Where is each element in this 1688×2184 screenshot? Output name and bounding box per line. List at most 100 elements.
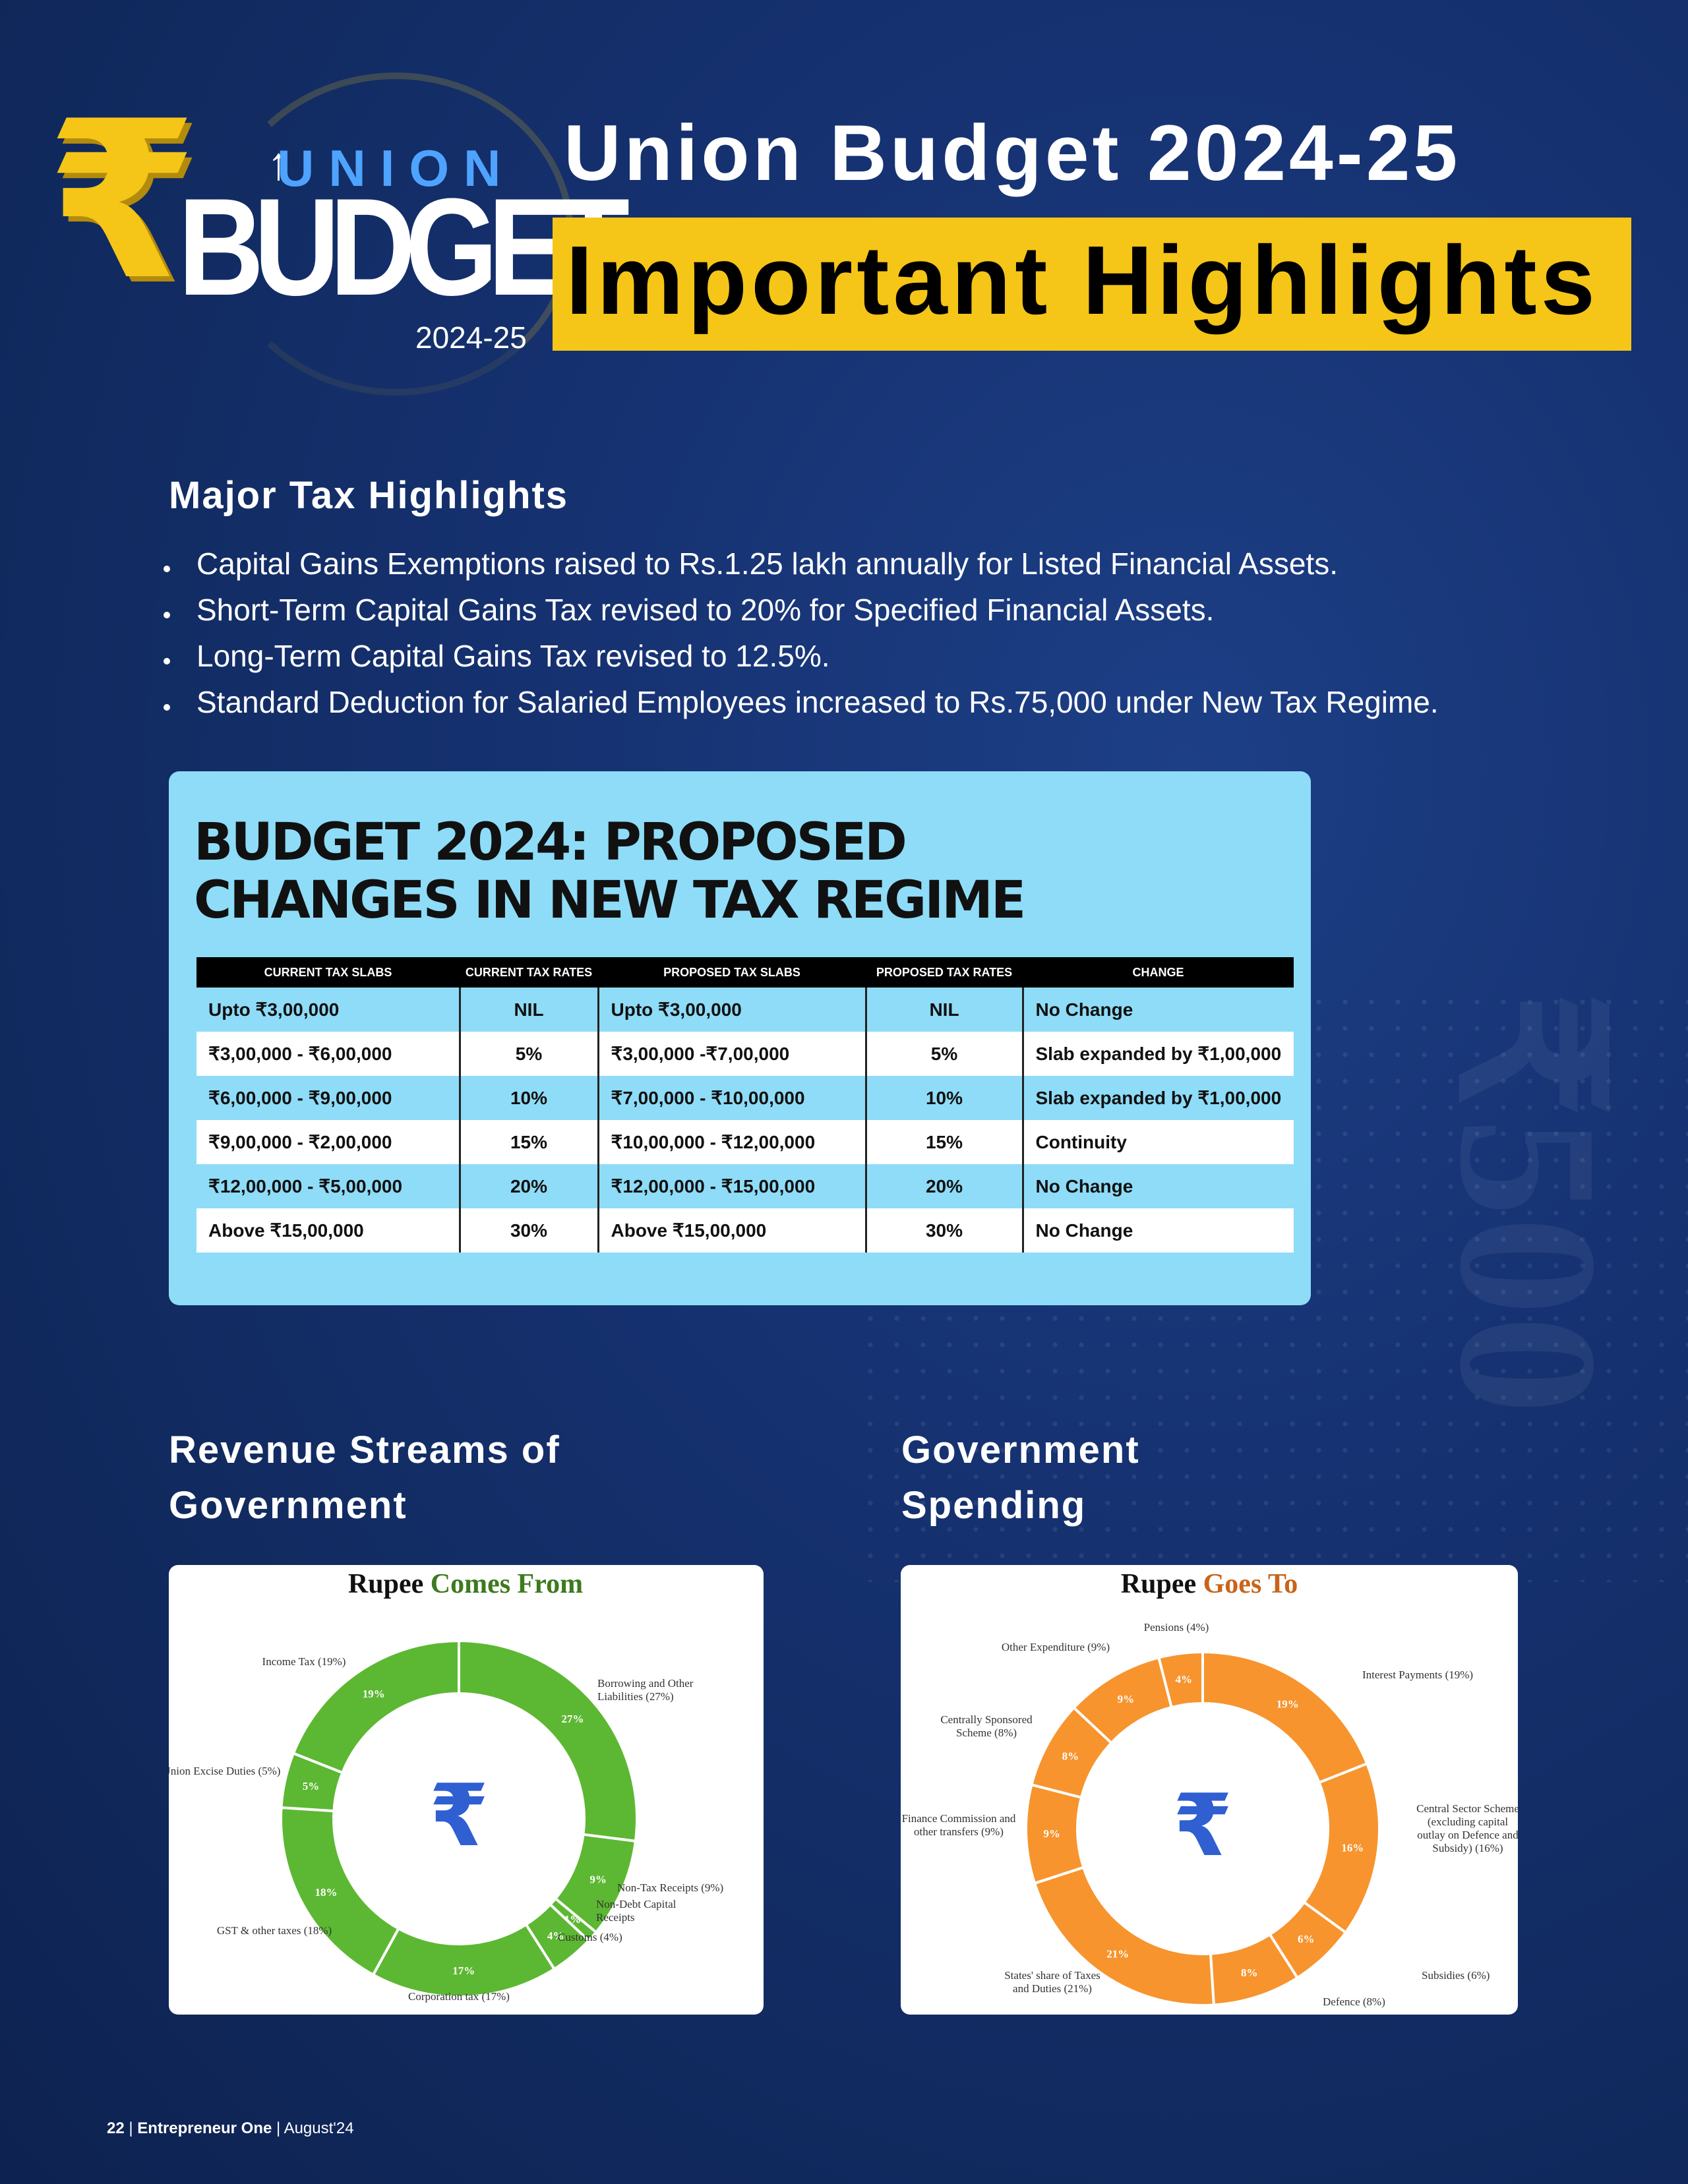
revenue-heading-line1: Revenue Streams of [169, 1429, 560, 1471]
table-cell: 5% [460, 1032, 599, 1076]
slice-percent-label: 9% [589, 1873, 607, 1885]
budget-logo: ₹ ↑ UNION BUDGET 2024-25 [46, 73, 630, 396]
table-cell: 10% [460, 1076, 599, 1120]
revenue-heading: Revenue Streams of Government [169, 1423, 560, 1533]
slice-percent-label: 16% [1341, 1842, 1364, 1854]
tax-table: CURRENT TAX SLABS CURRENT TAX RATES PROP… [196, 957, 1294, 1253]
pie-slice [280, 1806, 401, 1977]
table-cell: 30% [460, 1208, 599, 1253]
table-cell: No Change [1023, 1208, 1294, 1253]
slice-percent-label: 9% [1043, 1827, 1060, 1840]
spending-heading: Government Spending [901, 1423, 1140, 1533]
slice-label: Finance Commission and other transfers (9… [902, 1812, 1016, 1838]
pie-slice [371, 1922, 557, 1998]
slice-percent-label: 8% [1062, 1750, 1079, 1763]
tax-card-title: BUDGET 2024: PROPOSED CHANGES IN NEW TAX… [194, 813, 1026, 930]
footer-separator: | [276, 2119, 284, 2137]
table-cell: ₹6,00,000 - ₹9,00,000 [196, 1076, 461, 1120]
table-cell: 10% [866, 1076, 1024, 1120]
list-item: Capital Gains Exemptions raised to Rs.1.… [164, 541, 1439, 587]
spending-heading-line1: Government [901, 1429, 1140, 1471]
chart-title: Rupee Comes From [348, 1569, 583, 1599]
table-row: Above ₹15,00,000 30% Above ₹15,00,000 30… [196, 1208, 1294, 1253]
slice-label: Defence (8%) [1323, 1995, 1385, 2008]
table-cell: No Change [1023, 1164, 1294, 1208]
slice-percent-label: 19% [1277, 1698, 1299, 1711]
slice-label: Other Expenditure (9%) [1002, 1641, 1110, 1653]
table-cell: 15% [866, 1120, 1024, 1164]
tax-card-title-line2: CHANGES IN NEW TAX REGIME [194, 871, 1026, 930]
table-cell: Continuity [1023, 1120, 1294, 1164]
slice-percent-label: 21% [1106, 1947, 1129, 1960]
rupee-comes-from-chart: Rupee Comes From 27% Borrowing and Other Li… [169, 1569, 723, 2003]
table-row: ₹12,00,000 - ₹5,00,000 20% ₹12,00,000 - … [196, 1164, 1294, 1208]
publication-name: Entrepreneur One [137, 2119, 272, 2137]
table-cell: ₹10,00,000 - ₹12,00,000 [598, 1120, 867, 1164]
table-header: PROPOSED TAX RATES [866, 957, 1023, 988]
pie-slice [1201, 1650, 1369, 1785]
slice-percent-label: 9% [1118, 1693, 1135, 1705]
table-cell: 5% [866, 1032, 1024, 1076]
slice-label: Centrally Sponsored Scheme (8%) [940, 1713, 1033, 1739]
rupee-goes-to-card: Rupee Goes To 19% Interest Payments (19%) 1… [901, 1565, 1518, 2015]
table-cell: NIL [460, 988, 599, 1032]
slice-label: Central Sector Scheme (excluding capital o… [1416, 1802, 1518, 1854]
table-row: ₹3,00,000 - ₹6,00,000 5% ₹3,00,000 -₹7,0… [196, 1032, 1294, 1076]
slice-percent-label: 6% [1298, 1933, 1315, 1945]
slice-label: Corporation tax (17%) [408, 1990, 510, 2003]
table-header-row: CURRENT TAX SLABS CURRENT TAX RATES PROP… [196, 957, 1294, 988]
logo-union-text: UNION [277, 139, 516, 197]
table-cell: ₹12,00,000 - ₹5,00,000 [196, 1164, 461, 1208]
slice-percent-label: 18% [315, 1886, 337, 1899]
rupee-icon: ₹ [46, 74, 198, 328]
major-tax-heading: Major Tax Highlights [169, 474, 569, 517]
table-cell: ₹3,00,000 - ₹6,00,000 [196, 1032, 461, 1076]
slice-percent-label: 4% [547, 1930, 564, 1942]
slice-percent-label: 17% [452, 1964, 475, 1977]
slice-percent-label: 4% [1176, 1673, 1193, 1686]
rupee-goes-to-chart: Rupee Goes To 19% Interest Payments (19%) 1… [902, 1569, 1518, 2008]
tax-card-title-line1: BUDGET 2024: PROPOSED [194, 813, 907, 872]
chart-title: Rupee Goes To [1121, 1569, 1298, 1599]
table-cell: NIL [866, 988, 1024, 1032]
table-cell: Slab expanded by ₹1,00,000 [1023, 1032, 1294, 1076]
major-tax-list: Capital Gains Exemptions raised to Rs.1.… [164, 541, 1439, 725]
slice-label: Subsidies (6%) [1422, 1969, 1490, 1982]
footer-separator: | [129, 2119, 138, 2137]
page-subtitle: Important Highlights [566, 226, 1599, 335]
slice-label: Customs (4%) [558, 1931, 622, 1943]
table-cell: ₹9,00,000 - ₹2,00,000 [196, 1120, 461, 1164]
pie-slice [458, 1639, 638, 1843]
table-header: PROPOSED TAX SLABS [598, 957, 866, 988]
spending-heading-line2: Spending [901, 1484, 1087, 1527]
table-row: Upto ₹3,00,000 NIL Upto ₹3,00,000 NIL No… [196, 988, 1294, 1032]
table-cell: Upto ₹3,00,000 [598, 988, 867, 1032]
slice-label: Non-Tax Receipts (9%) [617, 1881, 723, 1894]
rupee-icon: ₹ [1173, 1775, 1232, 1875]
slice-percent-label: 27% [562, 1713, 584, 1725]
pie-slice [291, 1639, 460, 1775]
slice-label: Pensions (4%) [1144, 1621, 1209, 1634]
page-title: Union Budget 2024-25 [564, 109, 1461, 197]
table-cell: Above ₹15,00,000 [598, 1208, 867, 1253]
table-header: CURRENT TAX RATES [460, 957, 598, 988]
table-header: CURRENT TAX SLABS [196, 957, 460, 988]
table-cell: ₹3,00,000 -₹7,00,000 [598, 1032, 867, 1076]
table-cell: Upto ₹3,00,000 [196, 988, 461, 1032]
table-cell: 20% [460, 1164, 599, 1208]
table-cell: 30% [866, 1208, 1024, 1253]
table-cell: ₹7,00,000 - ₹10,00,000 [598, 1076, 867, 1120]
rupee-icon: ₹ [429, 1765, 489, 1866]
arrow-up-icon: ↑ [267, 138, 290, 189]
list-item: Standard Deduction for Salaried Employee… [164, 679, 1439, 725]
slice-label: Non-Debt Capital Receipts [596, 1898, 677, 1924]
list-item: Short-Term Capital Gains Tax revised to … [164, 587, 1439, 633]
page-number: 22 [107, 2119, 125, 2137]
table-cell: Above ₹15,00,000 [196, 1208, 461, 1253]
slice-label: Union Excise Duties (5%) [169, 1765, 280, 1777]
slice-percent-label: 19% [363, 1688, 385, 1700]
subtitle-banner: Important Highlights [553, 218, 1631, 351]
slice-percent-label: 8% [1241, 1966, 1258, 1979]
tax-regime-card: BUDGET 2024: PROPOSED CHANGES IN NEW TAX… [169, 771, 1311, 1305]
table-row: ₹9,00,000 - ₹2,00,000 15% ₹10,00,000 - ₹… [196, 1120, 1294, 1164]
